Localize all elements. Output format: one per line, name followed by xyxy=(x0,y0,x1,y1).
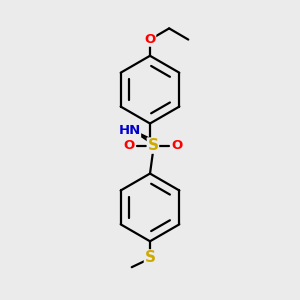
Text: S: S xyxy=(147,138,158,153)
Text: O: O xyxy=(144,33,156,46)
Text: HN: HN xyxy=(118,124,140,137)
Text: O: O xyxy=(124,139,135,152)
Text: S: S xyxy=(145,250,155,265)
Text: O: O xyxy=(171,139,182,152)
